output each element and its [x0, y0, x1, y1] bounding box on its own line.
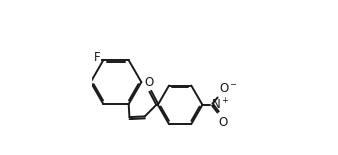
Text: $\mathregular{O^-}$: $\mathregular{O^-}$ [219, 82, 238, 95]
Text: $\mathregular{N^+}$: $\mathregular{N^+}$ [211, 97, 230, 113]
Text: O: O [219, 116, 228, 129]
Text: O: O [144, 76, 153, 89]
Text: F: F [94, 51, 101, 64]
